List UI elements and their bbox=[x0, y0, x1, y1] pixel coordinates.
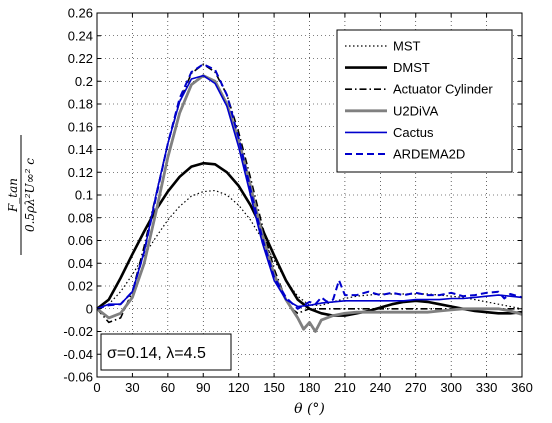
series-line-u2diva bbox=[96, 74, 523, 333]
y-tick-label: 0.02 bbox=[68, 279, 93, 294]
y-tick-label: -0.02 bbox=[63, 324, 93, 339]
legend-label: DMST bbox=[393, 60, 430, 75]
y-tick-label: 0.22 bbox=[68, 51, 93, 66]
x-tick-label: 30 bbox=[125, 380, 139, 395]
ticks: 0 30 60 90 120 150 180 210 240 270 300 330 360 -0.06 -… bbox=[63, 6, 532, 396]
y-tick-label: -0.04 bbox=[63, 347, 93, 362]
legend-items: MST DMST Actuator Cylinder U2DiVA Cactus ARDE… bbox=[345, 39, 493, 162]
parameter-annotation-box bbox=[100, 333, 232, 371]
legend-label: U2DiVA bbox=[393, 103, 439, 118]
y-tick-label: 0 bbox=[86, 301, 93, 316]
x-tick-label: 240 bbox=[369, 380, 391, 395]
series-layer bbox=[96, 63, 523, 333]
parameter-annotation: σ=0.14, λ=4.5 bbox=[100, 333, 232, 371]
y-tick-label: 0.04 bbox=[68, 256, 93, 271]
legend-label: Actuator Cylinder bbox=[393, 82, 493, 97]
x-tick-label: 270 bbox=[405, 380, 427, 395]
x-tick-label: 330 bbox=[476, 380, 498, 395]
y-axis-label: F_tan 0.5ρλ²U∞² c bbox=[6, 135, 37, 255]
y-axis-label-numerator: F_tan bbox=[6, 178, 20, 213]
y-tick-label: 0.16 bbox=[68, 119, 93, 134]
x-tick-label: 300 bbox=[440, 380, 462, 395]
x-tick-label: 90 bbox=[196, 380, 210, 395]
x-tick-label: 150 bbox=[263, 380, 285, 395]
x-tick-label: 60 bbox=[161, 380, 175, 395]
y-tick-label: 0.12 bbox=[68, 165, 93, 180]
y-tick-label: 0.26 bbox=[68, 6, 93, 21]
y-tick-label: 0.1 bbox=[75, 188, 93, 203]
legend: MST DMST Actuator Cylinder U2DiVA Cactus ARDE… bbox=[336, 29, 513, 173]
legend-label: Cactus bbox=[393, 125, 434, 140]
y-tick-label: -0.06 bbox=[63, 370, 93, 385]
y-tick-label: 0.18 bbox=[68, 97, 93, 112]
y-tick-label: 0.06 bbox=[68, 233, 93, 248]
series-line-mst bbox=[96, 189, 523, 310]
x-tick-label: 0 bbox=[93, 380, 100, 395]
y-tick-label: 0.24 bbox=[68, 28, 93, 43]
y-tick-label: 0.2 bbox=[75, 74, 93, 89]
y-axis-label-denominator: 0.5ρλ²U∞² c bbox=[23, 158, 37, 232]
legend-label: MST bbox=[393, 39, 421, 54]
x-tick-label: 360 bbox=[511, 380, 533, 395]
legend-box bbox=[336, 29, 513, 173]
x-axis-label: θ (°) bbox=[294, 401, 325, 417]
y-tick-label: 0.14 bbox=[68, 142, 93, 157]
y-tick-label: 0.08 bbox=[68, 210, 93, 225]
series-line-ardema2d bbox=[96, 63, 523, 310]
legend-label: ARDEMA2D bbox=[393, 147, 465, 162]
x-tick-label: 210 bbox=[334, 380, 356, 395]
parameter-annotation-text: σ=0.14, λ=4.5 bbox=[107, 345, 206, 362]
x-tick-label: 120 bbox=[228, 380, 250, 395]
x-tick-label: 180 bbox=[299, 380, 321, 395]
